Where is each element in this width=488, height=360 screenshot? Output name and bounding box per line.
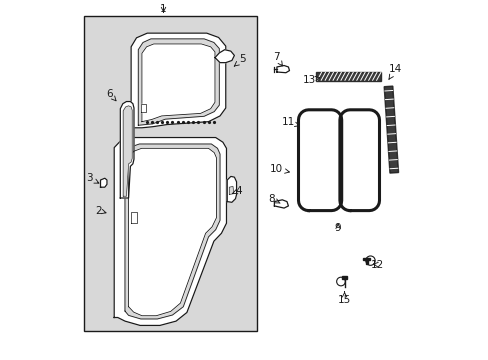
Polygon shape [274,200,288,208]
Text: 10: 10 [269,164,289,174]
Polygon shape [120,102,134,198]
Polygon shape [229,186,233,194]
Text: 4: 4 [232,186,242,196]
Polygon shape [339,110,379,211]
Polygon shape [142,44,215,122]
Text: 12: 12 [370,260,384,270]
Polygon shape [227,176,236,202]
Text: 5: 5 [234,54,245,66]
Circle shape [365,256,374,265]
Polygon shape [384,86,398,173]
Text: 15: 15 [337,292,350,305]
Polygon shape [298,110,341,211]
Polygon shape [101,178,107,187]
Polygon shape [276,66,289,73]
Polygon shape [363,258,370,260]
Text: 1: 1 [160,4,166,14]
Polygon shape [365,258,367,264]
Circle shape [336,277,345,286]
Polygon shape [341,276,347,279]
Text: 13: 13 [302,75,319,85]
Text: 11: 11 [282,117,299,127]
Text: 7: 7 [272,52,282,66]
Polygon shape [141,104,145,112]
Polygon shape [315,72,380,81]
Text: 6: 6 [106,89,116,101]
Polygon shape [128,148,216,316]
Polygon shape [123,106,132,196]
Text: 8: 8 [267,194,280,204]
Polygon shape [131,212,136,223]
Text: 9: 9 [334,222,341,233]
Text: 3: 3 [85,173,99,183]
Polygon shape [138,39,219,125]
Polygon shape [125,144,220,319]
Bar [84,16,257,331]
Text: 2: 2 [95,206,106,216]
Text: 14: 14 [388,64,402,79]
Polygon shape [215,50,234,63]
Polygon shape [131,33,225,128]
Polygon shape [114,138,226,325]
